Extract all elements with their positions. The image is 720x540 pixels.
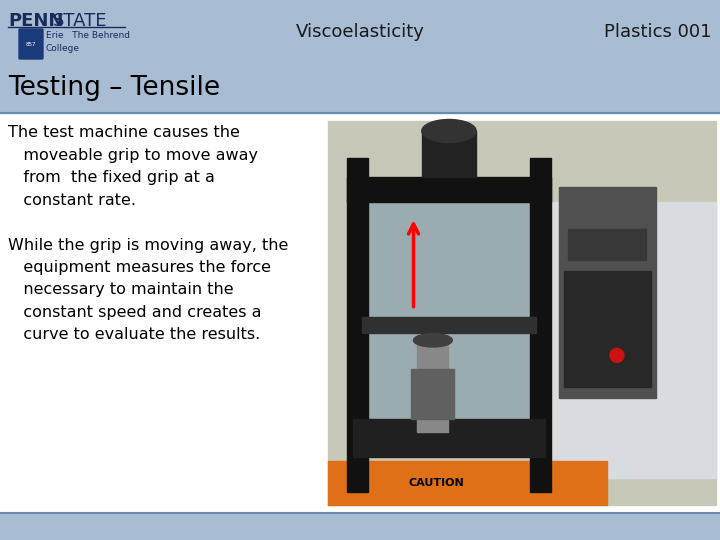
Text: Viscoelasticity: Viscoelasticity — [296, 23, 424, 41]
Circle shape — [610, 348, 624, 362]
Text: PENN: PENN — [8, 12, 63, 30]
FancyBboxPatch shape — [19, 29, 43, 59]
Bar — [559, 187, 656, 397]
Bar — [369, 202, 530, 453]
Ellipse shape — [413, 334, 452, 347]
Text: College: College — [46, 44, 80, 53]
Bar — [412, 369, 454, 419]
Text: CAUTION: CAUTION — [408, 478, 464, 488]
Bar — [362, 318, 536, 333]
Bar — [0, 513, 720, 540]
Text: Testing – Tensile: Testing – Tensile — [8, 75, 220, 100]
Text: The test machine causes the
   moveable grip to move away
   from  the fixed gri: The test machine causes the moveable gri… — [8, 125, 289, 342]
Bar — [564, 271, 651, 387]
Bar — [530, 158, 551, 492]
Text: Plastics 001: Plastics 001 — [605, 23, 712, 41]
Bar — [328, 122, 716, 505]
Bar — [0, 64, 720, 113]
Bar — [328, 461, 607, 505]
Bar — [422, 131, 476, 177]
Bar — [0, 0, 720, 64]
Bar — [353, 418, 545, 457]
Bar — [347, 177, 551, 202]
Text: 857: 857 — [26, 42, 36, 46]
Bar — [418, 336, 449, 433]
Bar — [541, 202, 716, 478]
Text: STATE: STATE — [53, 12, 107, 30]
Bar — [568, 229, 646, 260]
Ellipse shape — [422, 119, 476, 143]
Text: Erie   The Behrend: Erie The Behrend — [46, 31, 130, 40]
Bar — [0, 64, 720, 513]
Bar — [347, 158, 369, 492]
